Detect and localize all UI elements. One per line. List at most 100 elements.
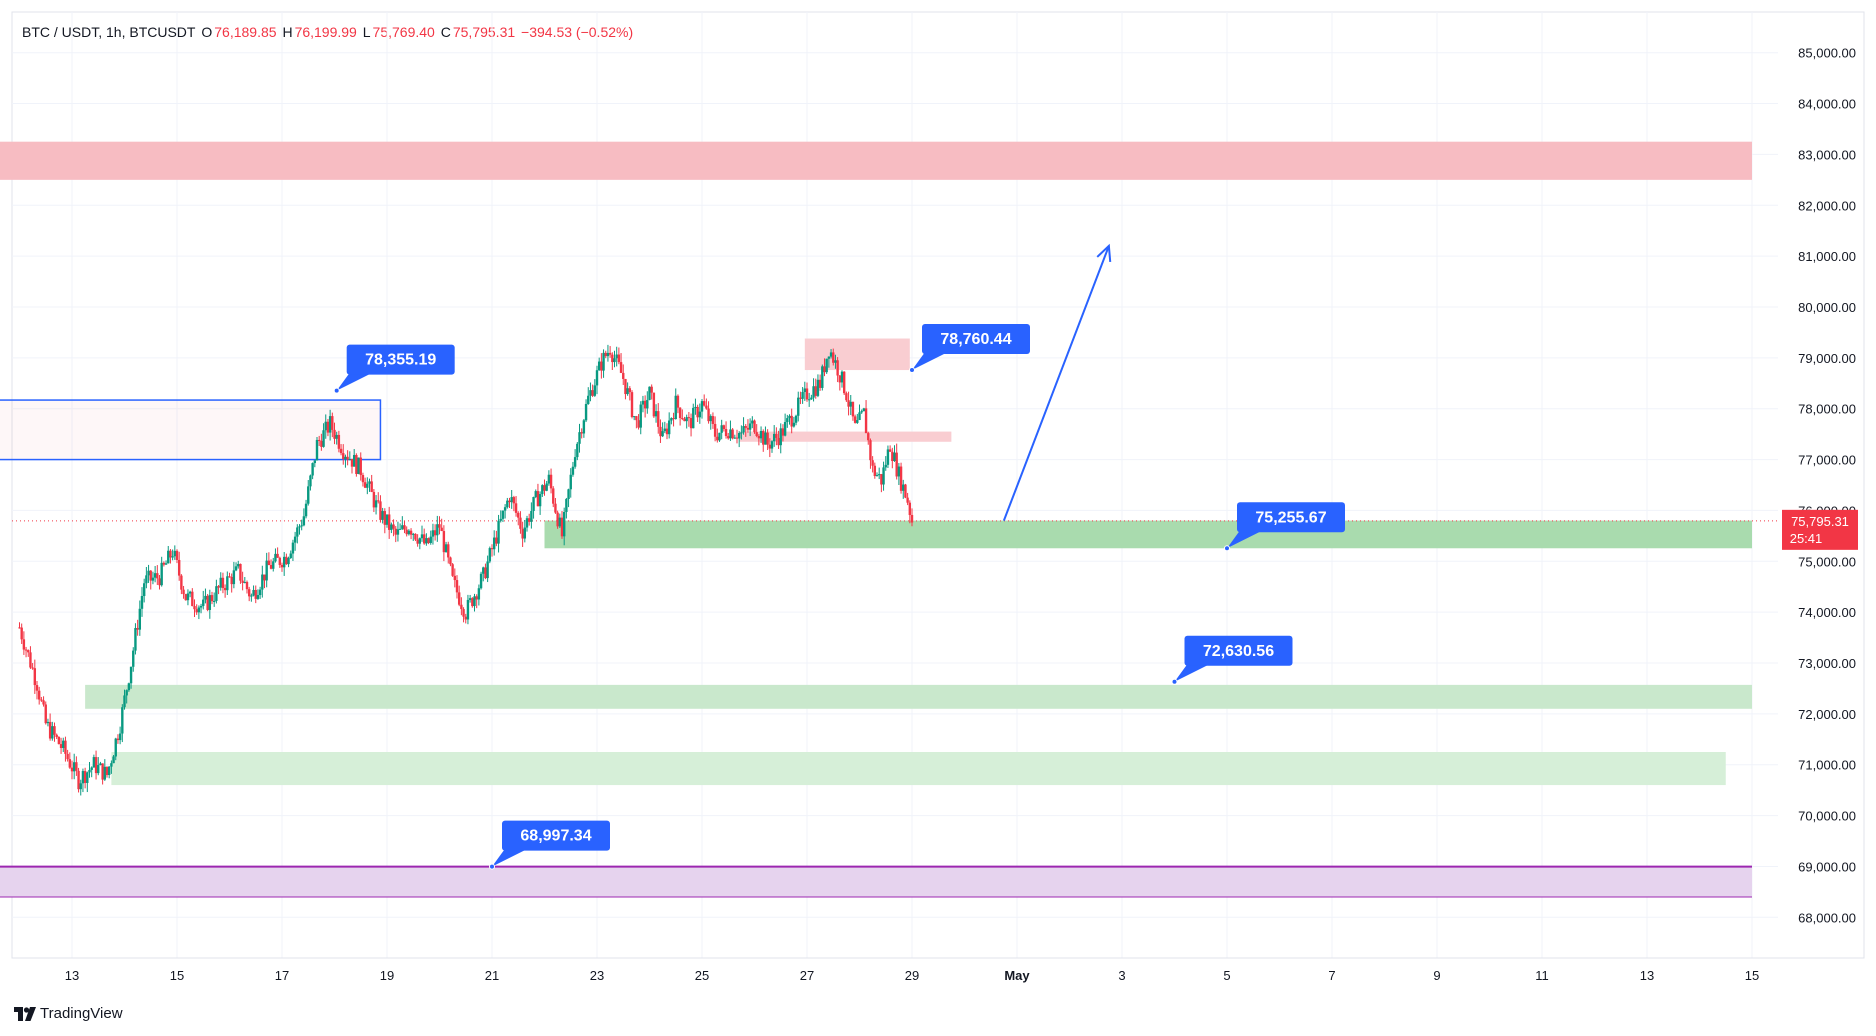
candle-body: [449, 557, 452, 565]
candle-body: [869, 440, 872, 461]
candle-body: [654, 411, 658, 417]
candle-body: [169, 550, 172, 558]
resistance-zone: [804, 338, 910, 371]
candle-body: [880, 474, 883, 485]
candle-body: [661, 431, 664, 437]
candle-body: [202, 599, 205, 606]
candle-body: [215, 586, 218, 601]
candle-body: [219, 577, 222, 588]
candle-body: [845, 393, 848, 401]
candle-body: [860, 411, 863, 413]
candle-body: [632, 416, 636, 418]
callout-anchor-dot: [1224, 545, 1230, 552]
candle-body: [160, 562, 163, 586]
candle-body: [304, 503, 308, 517]
candle-body: [731, 429, 734, 439]
price-callout: 72,630.56: [1171, 635, 1293, 685]
candle-body: [807, 399, 811, 401]
candle-body: [818, 379, 822, 388]
candle-body: [554, 503, 557, 513]
candle-body: [858, 412, 861, 421]
candle-body: [234, 566, 238, 571]
x-tick-label: 21: [485, 968, 499, 983]
candle-body: [893, 452, 896, 462]
candle-body: [407, 530, 411, 535]
candle-body: [359, 457, 362, 476]
candle-body: [523, 527, 527, 539]
candle-body: [460, 604, 463, 610]
candle-body: [770, 441, 774, 449]
candle-body: [814, 386, 817, 396]
resistance-zone: [0, 141, 1752, 180]
candle-body: [630, 392, 634, 417]
candle-body: [278, 557, 282, 565]
candle-body: [600, 361, 603, 371]
candle-body: [484, 567, 487, 579]
candle-body: [272, 561, 275, 569]
candle-body: [803, 388, 807, 393]
x-tick-label: 15: [1745, 968, 1759, 983]
tradingview-brand[interactable]: TradingView: [14, 1005, 123, 1022]
callout-label: 68,997.34: [520, 828, 591, 845]
candle-body: [797, 397, 800, 416]
candle-body: [191, 591, 194, 607]
x-tick-label: 5: [1223, 968, 1230, 983]
candle-body: [394, 528, 397, 535]
candle-body: [230, 576, 233, 585]
candle-body: [381, 511, 384, 520]
candle-body: [648, 386, 651, 400]
candle-body: [670, 418, 673, 421]
candle-body: [182, 589, 185, 595]
candle-body: [258, 589, 262, 596]
candle-body: [873, 465, 877, 477]
candle-body: [136, 628, 139, 630]
candle-body: [138, 608, 142, 630]
candle-body: [608, 352, 612, 355]
candle-body: [707, 408, 710, 422]
candle-body: [827, 356, 831, 359]
candle-body: [534, 491, 537, 498]
candle-body: [302, 516, 306, 526]
candle-body: [538, 494, 542, 507]
x-tick-label: 9: [1433, 968, 1440, 983]
candle-body: [313, 460, 317, 464]
candle-body: [692, 407, 695, 429]
candle-body: [156, 573, 159, 579]
support-zone: [85, 684, 1752, 709]
candle-body: [118, 733, 122, 741]
candle-body: [267, 560, 271, 566]
candle-body: [462, 609, 465, 617]
candle-body: [298, 526, 301, 528]
candle-body: [346, 456, 349, 460]
y-tick-label: 71,000.00: [1798, 758, 1856, 773]
candle-body: [849, 401, 852, 407]
candle-body: [657, 411, 660, 427]
candle-body: [503, 507, 507, 511]
candle-body: [105, 766, 109, 776]
candle-body: [101, 763, 104, 780]
candle-body: [320, 440, 323, 447]
candle-body: [622, 372, 625, 379]
candle-body: [42, 700, 45, 705]
candle-body: [151, 577, 155, 581]
candle-body: [173, 550, 177, 557]
candle-body: [497, 520, 500, 544]
candle-body: [552, 488, 555, 504]
candle-body: [755, 432, 758, 437]
candle-body: [153, 573, 157, 578]
candle-body: [823, 366, 826, 373]
callout-label: 72,630.56: [1203, 643, 1274, 660]
y-tick-label: 70,000.00: [1798, 809, 1856, 824]
x-tick-label: 11: [1535, 968, 1549, 983]
candle-body: [567, 489, 570, 500]
candle-body: [239, 563, 242, 581]
candle-body: [228, 576, 231, 578]
candle-body: [77, 770, 80, 790]
candle-body: [580, 432, 583, 434]
candle-body: [779, 428, 782, 446]
y-tick-label: 73,000.00: [1798, 656, 1856, 671]
candle-body: [132, 650, 135, 667]
y-tick-label: 85,000.00: [1798, 46, 1856, 61]
candle-body: [145, 575, 148, 584]
